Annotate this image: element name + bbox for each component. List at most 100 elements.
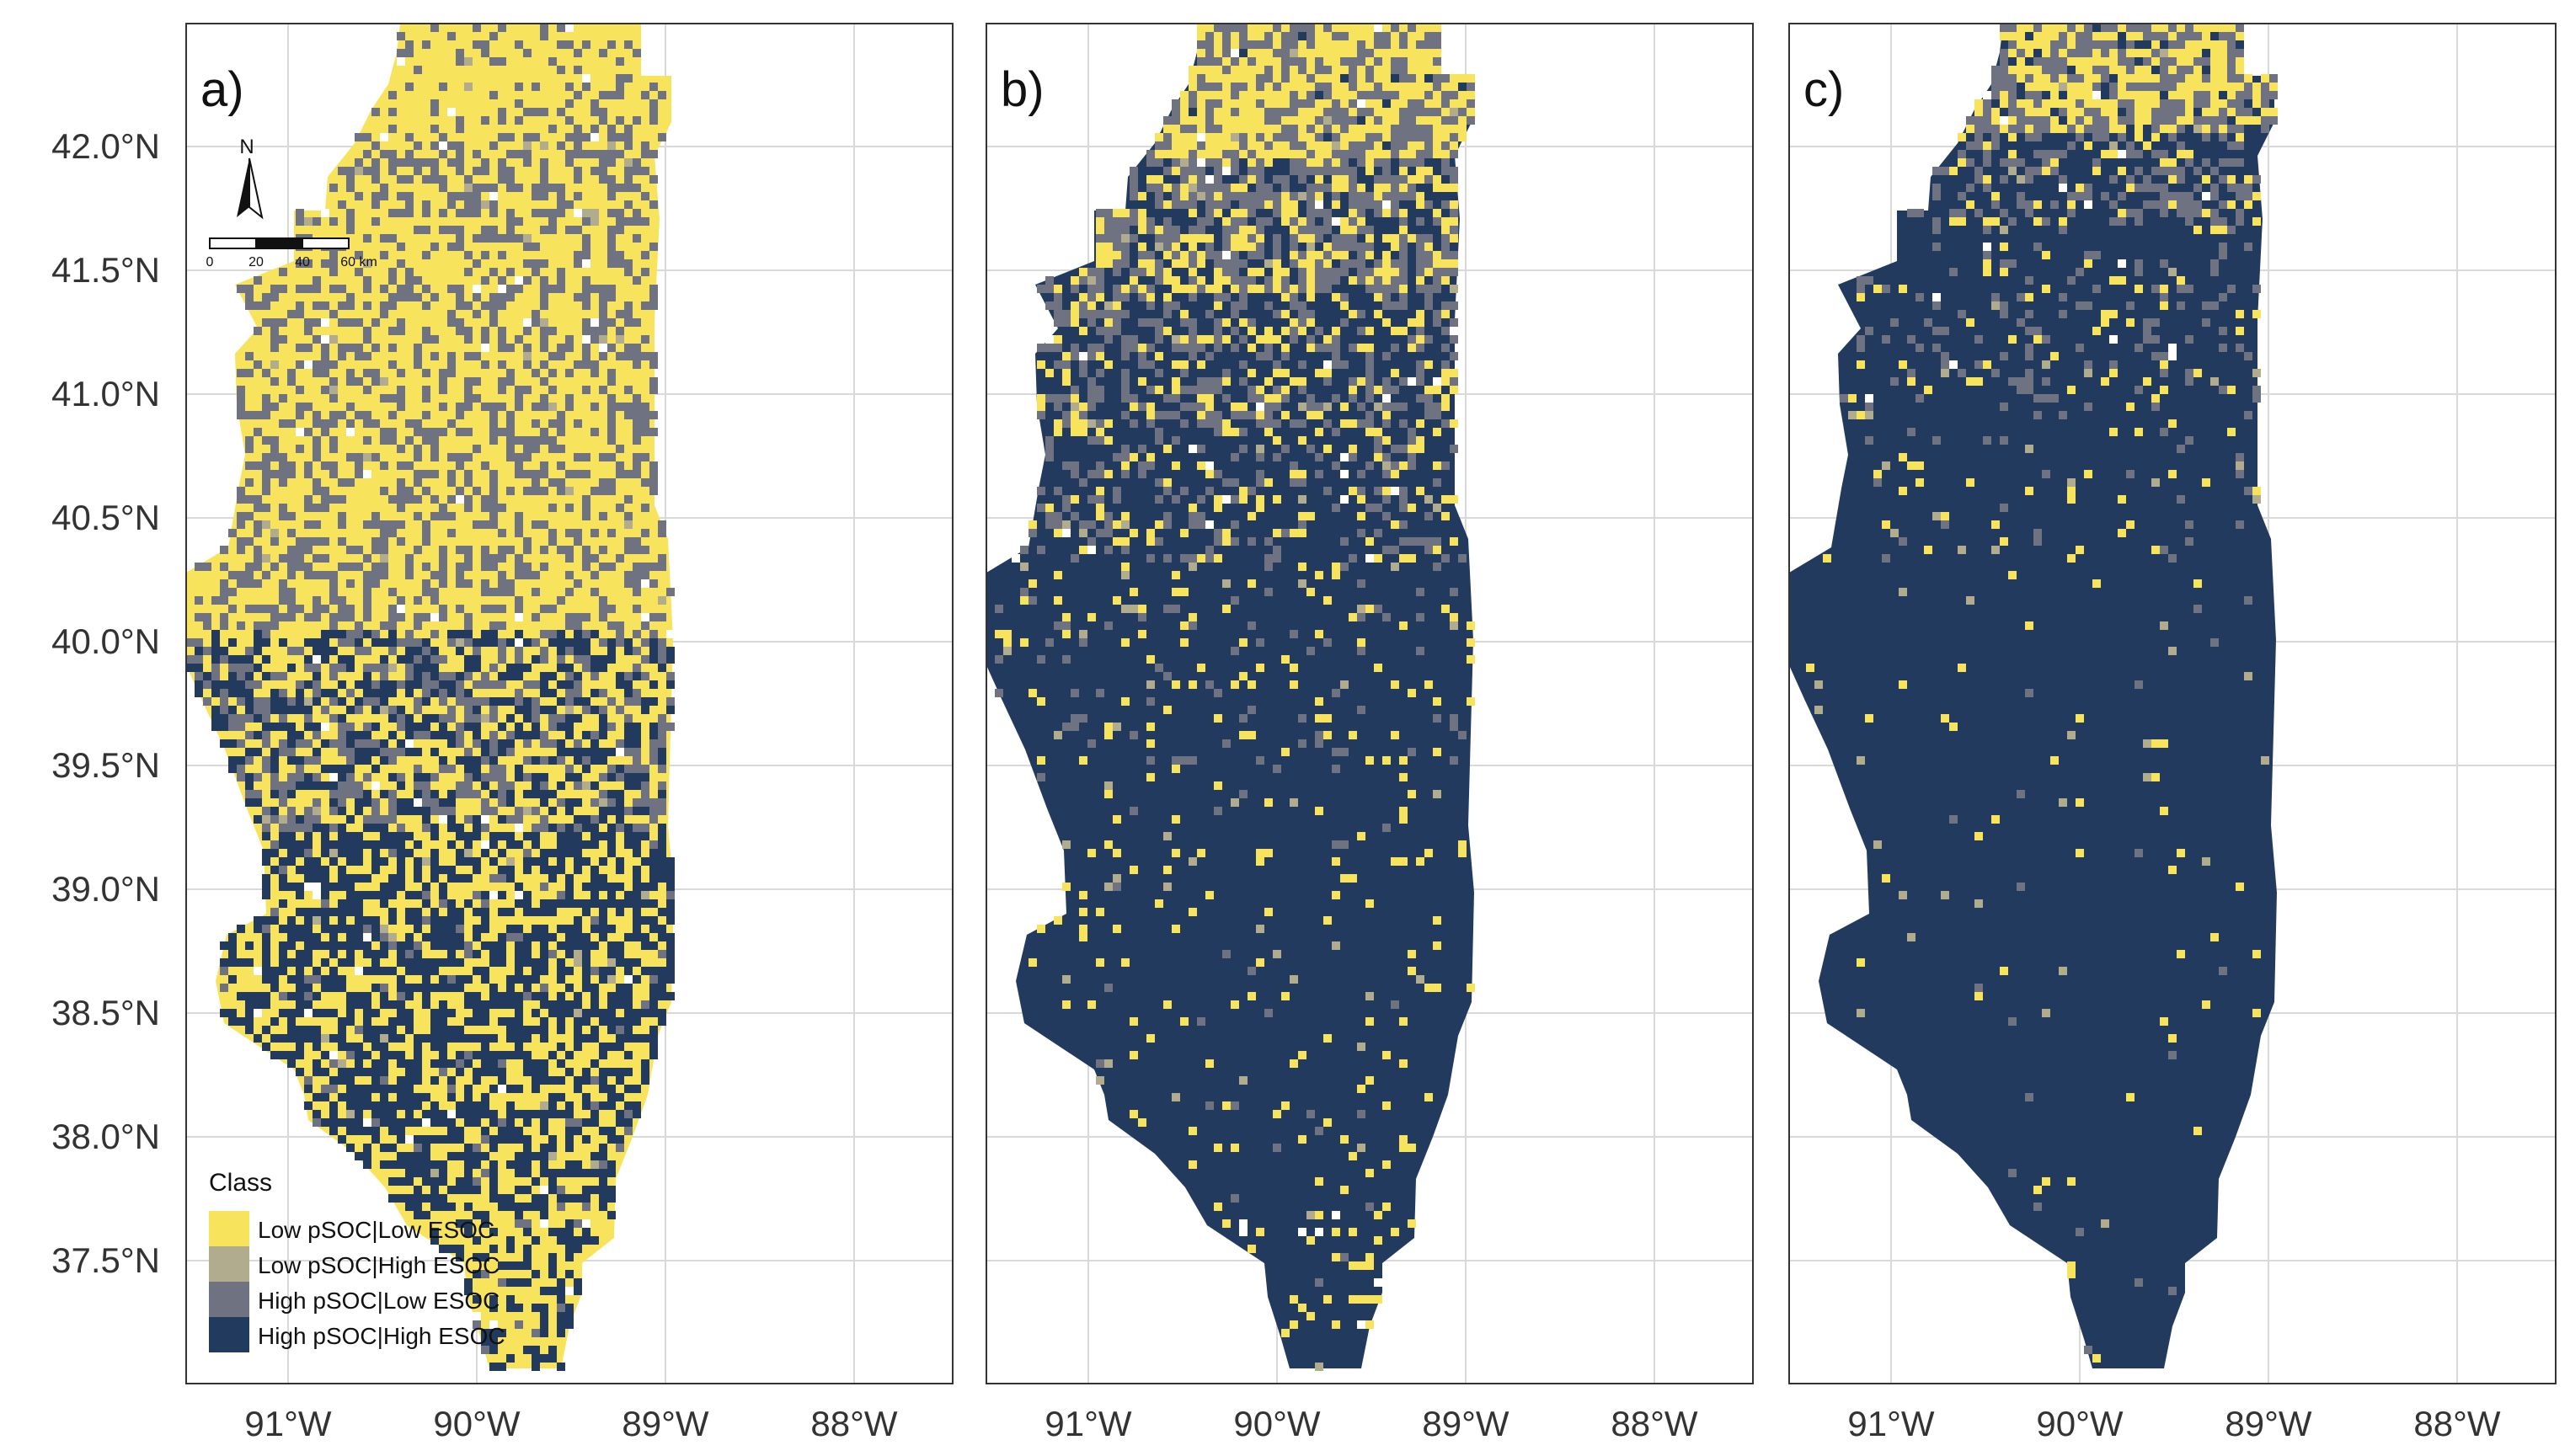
raster-cell [270,563,279,571]
raster-cell [346,579,355,588]
raster-cell [464,192,473,200]
raster-cell [1096,259,1104,268]
raster-cell [405,731,414,739]
raster-cell [666,866,675,874]
raster-cell [1146,158,1155,167]
raster-cell [557,739,565,748]
raster-cell [388,1177,397,1186]
raster-cell [557,1043,565,1051]
raster-cell [616,1093,624,1101]
raster-cell [557,655,565,664]
raster-cell [506,933,515,941]
raster-cell [380,377,388,386]
raster-cell [211,647,220,655]
raster-cell [540,377,548,386]
raster-cell [388,1110,397,1118]
raster-cell [1391,125,1399,133]
raster-cell [607,1000,616,1009]
raster-cell [1290,470,1298,478]
raster-cell [473,638,481,647]
raster-cell [1315,99,1323,108]
raster-cell [1450,91,1458,99]
raster-cell [1357,99,1365,108]
raster-cell [473,714,481,723]
raster-cell [481,344,489,352]
raster-cell [565,1068,574,1076]
raster-cell [506,672,515,680]
raster-cell [641,1034,649,1043]
raster-cell [405,571,414,579]
raster-cell [540,680,548,689]
raster-cell [1172,108,1180,116]
raster-cell [321,1068,329,1076]
raster-cell [203,613,211,621]
raster-cell [1374,529,1382,537]
raster-cell [599,487,607,495]
raster-cell [447,765,456,773]
raster-cell [414,621,422,630]
raster-cell [649,243,658,251]
raster-cell [1239,66,1248,74]
raster-cell [1298,268,1306,276]
raster-cell [254,680,262,689]
raster-cell [649,647,658,655]
raster-cell [363,520,371,529]
raster-cell [1441,243,1450,251]
raster-cell [649,1026,658,1034]
raster-cell [523,234,532,243]
raster-cell [523,984,532,992]
raster-cell [1374,99,1382,108]
raster-cell [473,259,481,268]
raster-cell [1029,529,1037,537]
raster-cell [1096,487,1104,495]
raster-cell [649,815,658,824]
raster-cell [270,672,279,680]
raster-cell [338,630,346,638]
raster-cell [624,217,633,226]
raster-cell [489,234,498,243]
raster-cell [1450,74,1458,83]
raster-cell [1374,83,1382,91]
raster-cell [414,1169,422,1177]
raster-cell [1416,150,1424,158]
raster-cell [405,554,414,563]
raster-cell [1197,394,1205,403]
raster-cell [515,689,523,697]
raster-cell [422,723,430,731]
raster-cell [1433,461,1441,470]
raster-cell [489,984,498,992]
raster-cell [649,386,658,394]
raster-cell [641,192,649,200]
raster-cell [633,436,641,445]
raster-cell [1382,40,1391,49]
raster-cell [245,697,254,706]
raster-cell [1450,150,1458,158]
raster-cell [355,832,363,840]
raster-cell [532,613,540,621]
raster-cell [624,840,633,849]
raster-cell [582,1228,590,1236]
raster-cell [481,1219,489,1228]
raster-cell [557,66,565,74]
raster-cell [624,579,633,588]
raster-cell [1180,91,1189,99]
scale-label-40: 40 [295,255,310,269]
raster-cell [1155,226,1163,234]
raster-cell [1214,504,1222,512]
raster-cell [203,680,211,689]
raster-cell [1197,83,1205,91]
raster-cell [548,706,557,714]
raster-cell [422,428,430,436]
raster-cell [540,756,548,765]
raster-cell [371,723,380,731]
raster-cell [473,739,481,748]
raster-cell [1138,192,1146,200]
raster-cell [355,899,363,908]
raster-cell [649,116,658,125]
raster-cell [422,1144,430,1152]
raster-cell [355,461,363,470]
raster-cell [363,891,371,899]
raster-cell [1146,150,1155,158]
raster-cell [1399,125,1408,133]
raster-cell [599,327,607,335]
